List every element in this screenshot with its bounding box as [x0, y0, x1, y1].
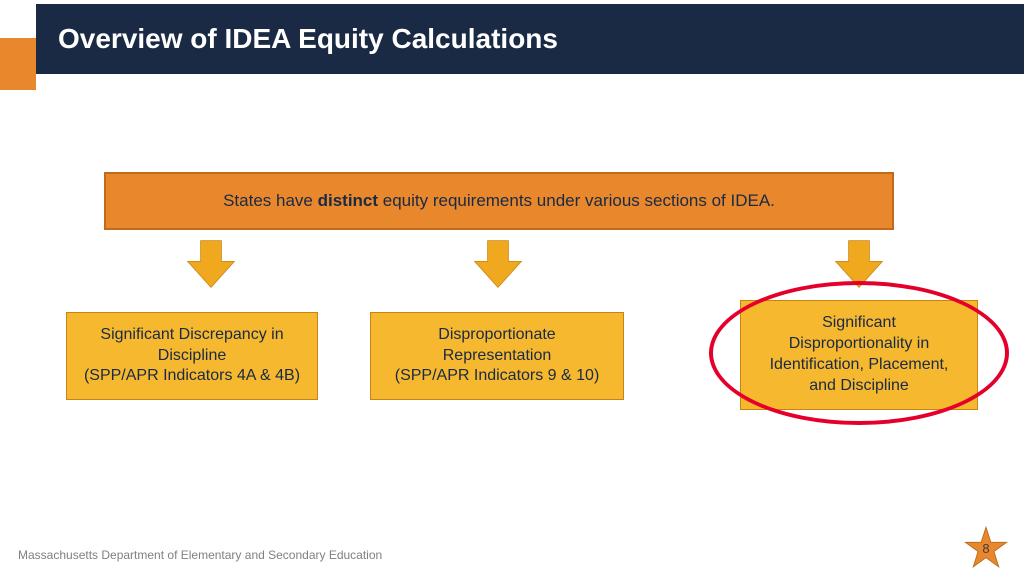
- accent-stripe-left: [0, 38, 36, 90]
- highlight-ellipse: [709, 281, 1009, 425]
- slide-title: Overview of IDEA Equity Calculations: [58, 23, 558, 55]
- slide-root: Overview of IDEA Equity Calculations Sta…: [0, 0, 1024, 576]
- text-line: Disproportionate: [395, 325, 600, 346]
- parent-text-post: equity requirements under various sectio…: [378, 191, 775, 210]
- parent-text-pre: States have: [223, 191, 318, 210]
- parent-text-bold: distinct: [318, 191, 378, 210]
- parent-box: States have distinct equity requirements…: [104, 172, 894, 230]
- text-line: Representation: [395, 346, 600, 367]
- child-box-2: DisproportionateRepresentation(SPP/APR I…: [370, 312, 624, 400]
- page-number: 8: [982, 541, 989, 556]
- arrow-down-icon: [470, 238, 526, 290]
- text-line: (SPP/APR Indicators 4A & 4B): [84, 366, 300, 387]
- page-number-star-icon: 8: [964, 526, 1008, 570]
- text-line: (SPP/APR Indicators 9 & 10): [395, 366, 600, 387]
- child-box-1: Significant Discrepancy inDiscipline(SPP…: [66, 312, 318, 400]
- text-line: Discipline: [84, 346, 300, 367]
- title-underline: [36, 74, 1024, 78]
- parent-box-text: States have distinct equity requirements…: [223, 191, 775, 211]
- child-box-text: Significant Discrepancy inDiscipline(SPP…: [84, 325, 300, 387]
- arrow-down-icon: [183, 238, 239, 290]
- title-bar: Overview of IDEA Equity Calculations: [36, 4, 1024, 74]
- text-line: Significant Discrepancy in: [84, 325, 300, 346]
- child-box-text: DisproportionateRepresentation(SPP/APR I…: [395, 325, 600, 387]
- footer-text: Massachusetts Department of Elementary a…: [18, 548, 382, 562]
